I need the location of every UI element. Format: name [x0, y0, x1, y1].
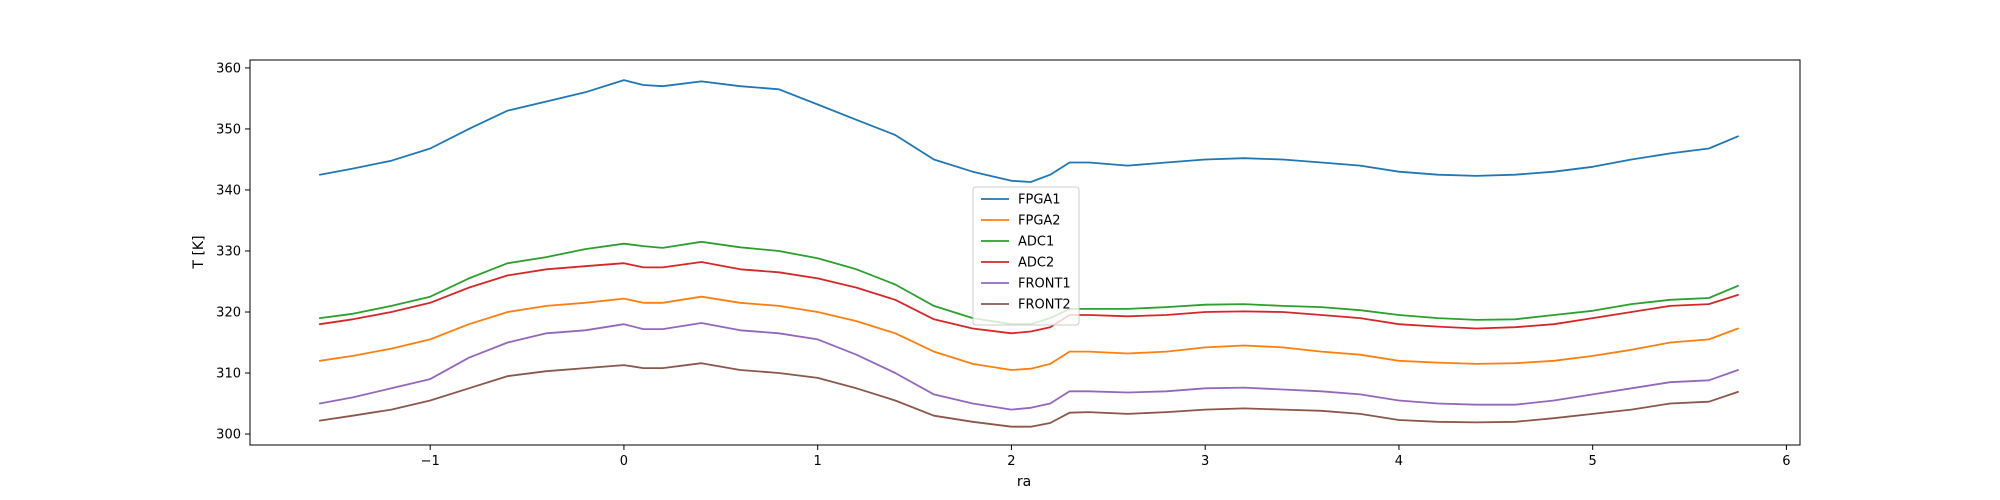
series-line-adc2: [318, 261, 1739, 335]
x-tick-label: 2: [1007, 454, 1015, 469]
y-tick-label: 350: [216, 122, 241, 137]
x-tick-label: 1: [814, 454, 822, 469]
legend: FPGA1 FPGA2 ADC1 ADC2 FRONT1 FRONT2: [972, 186, 1080, 326]
x-axis: −1 0 1 2 3 4 5 6: [421, 445, 1791, 469]
legend-box: [972, 186, 1080, 326]
y-tick-label: 300: [216, 428, 241, 443]
legend-label-fpga2: FPGA2: [1018, 214, 1061, 229]
series-line-front1: [318, 322, 1739, 411]
series-line-fpga1: [318, 79, 1739, 183]
legend-label-front2: FRONT2: [1018, 298, 1071, 313]
x-tick-label: 6: [1782, 454, 1790, 469]
y-axis: 300 310 320 330 340 350 360: [216, 61, 250, 443]
legend-label-fpga1: FPGA1: [1018, 193, 1061, 208]
legend-label-adc1: ADC1: [1018, 235, 1054, 250]
x-tick-label: 3: [1201, 454, 1209, 469]
y-tick-label: 310: [216, 367, 241, 382]
x-tick-label: −1: [421, 454, 440, 469]
legend-label-adc2: ADC2: [1018, 256, 1054, 271]
y-tick-label: 360: [216, 61, 241, 76]
y-axis-label: T [K]: [191, 235, 207, 269]
x-tick-label: 0: [620, 454, 628, 469]
y-tick-label: 330: [216, 244, 241, 259]
series-line-fpga2: [318, 295, 1739, 371]
axes-frame: [249, 59, 1801, 446]
y-tick-label: 340: [216, 183, 241, 198]
legend-label-front1: FRONT1: [1018, 277, 1071, 292]
x-axis-label: ra: [1017, 474, 1031, 490]
series-line-front2: [318, 362, 1739, 428]
x-tick-label: 4: [1395, 454, 1403, 469]
y-tick-label: 320: [216, 305, 241, 320]
x-tick-label: 5: [1589, 454, 1597, 469]
